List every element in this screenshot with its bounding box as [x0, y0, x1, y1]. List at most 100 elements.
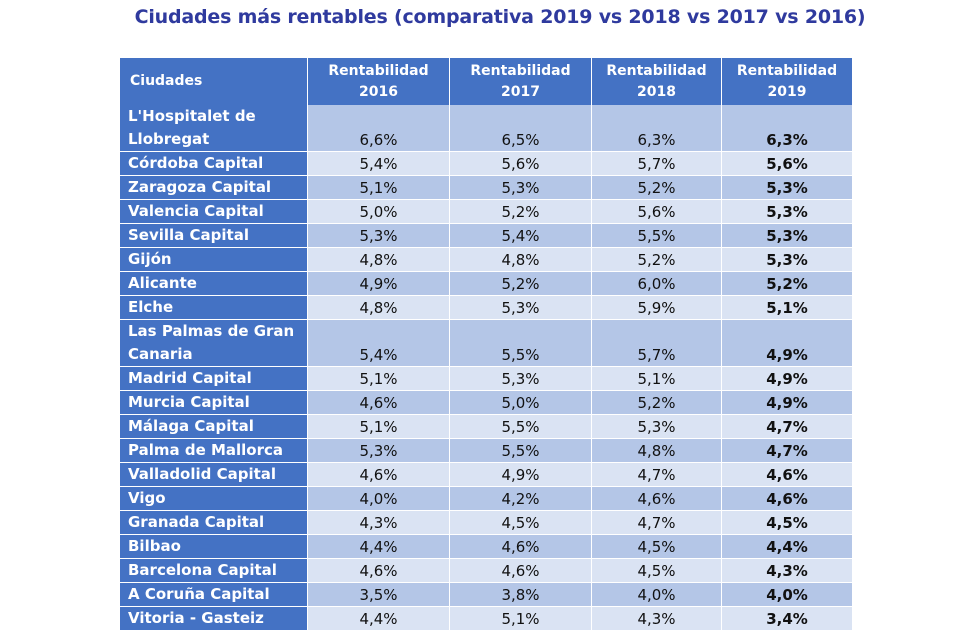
value-cell-2018: 5,5%: [592, 224, 722, 248]
value-cell-2016: 5,1%: [308, 415, 450, 439]
city-name-cell: Sevilla Capital: [120, 224, 308, 248]
value-cell-2017: 5,1%: [450, 607, 592, 631]
city-name-cell: Elche: [120, 296, 308, 320]
value-cell-2018: 5,1%: [592, 367, 722, 391]
value-cell-2016: 4,0%: [308, 487, 450, 511]
table-row: Vitoria - Gasteiz 4,4% 5,1% 4,3% 3,4%: [120, 607, 852, 631]
value-cell-2016: 5,0%: [308, 200, 450, 224]
city-name-cell: Vitoria - Gasteiz: [120, 607, 308, 631]
city-name-cell: Alicante: [120, 272, 308, 296]
column-header-2017: Rentabilidad 2017: [450, 58, 592, 105]
city-name-cell: Vigo: [120, 487, 308, 511]
table-row: Alicante 4,9% 5,2% 6,0% 5,2%: [120, 272, 852, 296]
value-cell-2017: 5,3%: [450, 296, 592, 320]
value-cell-2017: 5,5%: [450, 320, 592, 367]
column-header-cities: Ciudades: [120, 58, 308, 105]
city-name-cell: Málaga Capital: [120, 415, 308, 439]
value-cell-2017: 4,2%: [450, 487, 592, 511]
value-cell-2018: 5,6%: [592, 200, 722, 224]
table-row: L'Hospitalet de Llobregat 6,6% 6,5% 6,3% 6,3…: [120, 105, 852, 152]
value-cell-2019: 5,3%: [722, 224, 852, 248]
city-name-cell: Bilbao: [120, 535, 308, 559]
value-cell-2019: 4,3%: [722, 559, 852, 583]
value-cell-2019: 4,9%: [722, 367, 852, 391]
value-cell-2017: 5,4%: [450, 224, 592, 248]
value-cell-2016: 5,1%: [308, 176, 450, 200]
value-cell-2016: 4,6%: [308, 391, 450, 415]
value-cell-2016: 5,1%: [308, 367, 450, 391]
value-cell-2019: 6,3%: [722, 105, 852, 152]
table-row: Gijón 4,8% 4,8% 5,2% 5,3%: [120, 248, 852, 272]
value-cell-2019: 3,4%: [722, 607, 852, 631]
value-cell-2017: 5,3%: [450, 176, 592, 200]
value-cell-2016: 4,8%: [308, 248, 450, 272]
table-row: Barcelona Capital 4,6% 4,6% 4,5% 4,3%: [120, 559, 852, 583]
city-name-cell: Madrid Capital: [120, 367, 308, 391]
value-cell-2018: 5,2%: [592, 248, 722, 272]
value-cell-2019: 5,6%: [722, 152, 852, 176]
table-row: Murcia Capital 4,6% 5,0% 5,2% 4,9%: [120, 391, 852, 415]
value-cell-2016: 5,3%: [308, 224, 450, 248]
value-cell-2018: 4,8%: [592, 439, 722, 463]
value-cell-2017: 5,2%: [450, 272, 592, 296]
table-row: Bilbao 4,4% 4,6% 4,5% 4,4%: [120, 535, 852, 559]
value-cell-2017: 4,6%: [450, 535, 592, 559]
table-row: Vigo 4,0% 4,2% 4,6% 4,6%: [120, 487, 852, 511]
table-row: Valencia Capital 5,0% 5,2% 5,6% 5,3%: [120, 200, 852, 224]
city-name-cell: A Coruña Capital: [120, 583, 308, 607]
city-name-cell: Zaragoza Capital: [120, 176, 308, 200]
table-row: Palma de Mallorca 5,3% 5,5% 4,8% 4,7%: [120, 439, 852, 463]
table-row: Elche 4,8% 5,3% 5,9% 5,1%: [120, 296, 852, 320]
city-name-cell: L'Hospitalet de Llobregat: [120, 105, 308, 152]
value-cell-2017: 5,6%: [450, 152, 592, 176]
value-cell-2018: 4,0%: [592, 583, 722, 607]
city-name-cell: Granada Capital: [120, 511, 308, 535]
value-cell-2016: 4,9%: [308, 272, 450, 296]
table-row: Valladolid Capital 4,6% 4,9% 4,7% 4,6%: [120, 463, 852, 487]
value-cell-2019: 4,6%: [722, 487, 852, 511]
table-row: Málaga Capital 5,1% 5,5% 5,3% 4,7%: [120, 415, 852, 439]
value-cell-2016: 3,5%: [308, 583, 450, 607]
value-cell-2017: 5,5%: [450, 415, 592, 439]
value-cell-2017: 4,6%: [450, 559, 592, 583]
city-name-cell: Córdoba Capital: [120, 152, 308, 176]
value-cell-2017: 5,0%: [450, 391, 592, 415]
city-name-cell: Valencia Capital: [120, 200, 308, 224]
value-cell-2019: 5,1%: [722, 296, 852, 320]
header-row: Ciudades Rentabilidad 2016 Rentabilidad 20…: [120, 58, 852, 105]
value-cell-2018: 5,7%: [592, 152, 722, 176]
column-header-2016: Rentabilidad 2016: [308, 58, 450, 105]
value-cell-2018: 4,5%: [592, 535, 722, 559]
table-row: Sevilla Capital 5,3% 5,4% 5,5% 5,3%: [120, 224, 852, 248]
value-cell-2019: 4,6%: [722, 463, 852, 487]
value-cell-2016: 6,6%: [308, 105, 450, 152]
value-cell-2017: 5,2%: [450, 200, 592, 224]
value-cell-2017: 5,5%: [450, 439, 592, 463]
value-cell-2016: 4,6%: [308, 559, 450, 583]
value-cell-2018: 5,2%: [592, 176, 722, 200]
value-cell-2018: 6,0%: [592, 272, 722, 296]
city-name-cell: Las Palmas de Gran Canaria: [120, 320, 308, 367]
value-cell-2019: 4,4%: [722, 535, 852, 559]
value-cell-2018: 6,3%: [592, 105, 722, 152]
column-header-2018: Rentabilidad 2018: [592, 58, 722, 105]
value-cell-2017: 5,3%: [450, 367, 592, 391]
value-cell-2018: 4,7%: [592, 463, 722, 487]
value-cell-2018: 5,2%: [592, 391, 722, 415]
value-cell-2019: 4,9%: [722, 391, 852, 415]
value-cell-2016: 4,4%: [308, 607, 450, 631]
value-cell-2016: 4,6%: [308, 463, 450, 487]
value-cell-2017: 4,5%: [450, 511, 592, 535]
value-cell-2019: 5,3%: [722, 248, 852, 272]
profitability-table: Ciudades Rentabilidad 2016 Rentabilidad 20…: [120, 58, 852, 631]
value-cell-2017: 4,9%: [450, 463, 592, 487]
value-cell-2018: 5,3%: [592, 415, 722, 439]
value-cell-2019: 4,0%: [722, 583, 852, 607]
value-cell-2017: 4,8%: [450, 248, 592, 272]
city-name-cell: Gijón: [120, 248, 308, 272]
city-name-cell: Valladolid Capital: [120, 463, 308, 487]
table-row: Granada Capital 4,3% 4,5% 4,7% 4,5%: [120, 511, 852, 535]
value-cell-2018: 4,6%: [592, 487, 722, 511]
value-cell-2016: 4,3%: [308, 511, 450, 535]
value-cell-2019: 4,7%: [722, 415, 852, 439]
